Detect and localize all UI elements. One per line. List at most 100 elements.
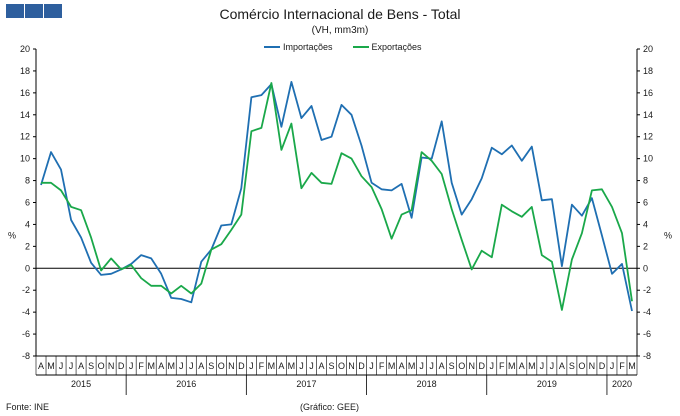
month-tick-label: O: [218, 361, 225, 371]
month-tick-label: M: [628, 361, 636, 371]
month-tick-label: D: [118, 361, 125, 371]
month-tick-label: M: [408, 361, 416, 371]
month-tick-label: M: [288, 361, 296, 371]
month-tick-label: A: [399, 361, 405, 371]
y-tick-label-left: 16: [20, 88, 30, 98]
logo-square-3: [44, 4, 62, 18]
legend-swatch-importacoes: [264, 46, 280, 48]
y-tick-label-left: 14: [20, 110, 30, 120]
month-tick-label: J: [189, 361, 194, 371]
legend-swatch-exportacoes: [352, 46, 369, 48]
y-tick-label-left: 8: [25, 176, 30, 186]
y-tick-label-left: 4: [25, 219, 30, 229]
month-tick-label: A: [38, 361, 44, 371]
legend-label-importacoes: Importações: [283, 42, 333, 52]
y-tick-label-left: -8: [22, 351, 30, 361]
month-tick-label: N: [468, 361, 475, 371]
year-label: 2018: [417, 379, 437, 389]
month-tick-label: O: [458, 361, 465, 371]
month-tick-label: M: [268, 361, 276, 371]
month-tick-label: D: [478, 361, 485, 371]
logo-square-1: [6, 4, 24, 18]
month-tick-label: M: [528, 361, 536, 371]
month-tick-label: A: [78, 361, 84, 371]
month-tick-label: A: [559, 361, 565, 371]
month-tick-label: A: [318, 361, 324, 371]
month-tick-label: F: [259, 361, 265, 371]
month-tick-label: S: [449, 361, 455, 371]
y-tick-label-right: 20: [643, 44, 653, 54]
month-tick-label: J: [129, 361, 134, 371]
month-tick-label: J: [610, 361, 615, 371]
month-tick-label: S: [328, 361, 334, 371]
month-tick-label: A: [198, 361, 204, 371]
y-tick-label-right: -4: [643, 307, 651, 317]
y-axis-label-right: %: [664, 230, 672, 240]
month-tick-label: M: [508, 361, 516, 371]
month-tick-label: F: [379, 361, 385, 371]
month-tick-label: N: [348, 361, 355, 371]
y-tick-label-left: -2: [22, 285, 30, 295]
month-tick-label: J: [540, 361, 545, 371]
month-tick-label: M: [147, 361, 155, 371]
year-label: 2015: [71, 379, 91, 389]
y-tick-label-right: 8: [643, 176, 648, 186]
month-tick-label: J: [179, 361, 184, 371]
series-line-importacoes: [40, 81, 633, 312]
y-axis-label-left: %: [8, 230, 16, 240]
month-tick-label: S: [208, 361, 214, 371]
y-tick-label-right: 0: [643, 263, 648, 273]
month-tick-label: M: [47, 361, 55, 371]
y-tick-label-left: 18: [20, 66, 30, 76]
chart-credit: (Gráfico: GEE): [300, 402, 360, 412]
month-tick-label: J: [490, 361, 495, 371]
y-tick-label-right: 4: [643, 219, 648, 229]
year-label: 2020: [612, 379, 632, 389]
month-tick-label: N: [228, 361, 235, 371]
y-tick-label-left: 6: [25, 198, 30, 208]
month-tick-label: J: [419, 361, 424, 371]
y-tick-label-left: -4: [22, 307, 30, 317]
y-tick-label-right: -2: [643, 285, 651, 295]
month-tick-label: J: [249, 361, 254, 371]
year-label: 2019: [537, 379, 557, 389]
y-tick-label-right: -8: [643, 351, 651, 361]
month-tick-label: N: [108, 361, 115, 371]
month-tick-label: F: [138, 361, 144, 371]
y-tick-label-left: -6: [22, 329, 30, 339]
month-tick-label: J: [309, 361, 314, 371]
y-tick-label-right: 18: [643, 66, 653, 76]
month-tick-label: S: [569, 361, 575, 371]
month-tick-label: A: [278, 361, 284, 371]
y-tick-label-right: 2: [643, 241, 648, 251]
month-tick-label: A: [158, 361, 164, 371]
chart-subtitle: (VH, mm3m): [311, 25, 369, 36]
chart-title: Comércio Internacional de Bens - Total: [219, 6, 461, 22]
month-tick-label: O: [578, 361, 585, 371]
y-tick-label-left: 2: [25, 241, 30, 251]
source-note: Fonte: INE: [6, 402, 50, 412]
legend-item-importacoes: Importações: [264, 42, 333, 52]
month-tick-label: O: [338, 361, 345, 371]
y-tick-label-right: 10: [643, 154, 653, 164]
legend-item-exportacoes: Exportações: [352, 42, 422, 52]
logo-square-2: [25, 4, 43, 18]
y-tick-label-left: 10: [20, 154, 30, 164]
y-tick-label-right: -6: [643, 329, 651, 339]
month-tick-label: J: [369, 361, 374, 371]
month-tick-label: M: [167, 361, 175, 371]
month-tick-label: A: [519, 361, 525, 371]
month-tick-label: A: [439, 361, 445, 371]
y-tick-label-right: 6: [643, 198, 648, 208]
month-tick-label: D: [358, 361, 365, 371]
y-tick-label-left: 12: [20, 132, 30, 142]
y-tick-label-right: 12: [643, 132, 653, 142]
month-tick-label: J: [550, 361, 555, 371]
month-tick-label: D: [238, 361, 245, 371]
chart-legend: Importações Exportações: [264, 42, 422, 52]
month-tick-label: O: [98, 361, 105, 371]
y-tick-label-right: 16: [643, 88, 653, 98]
y-tick-label-left: 0: [25, 263, 30, 273]
month-tick-label: N: [589, 361, 596, 371]
